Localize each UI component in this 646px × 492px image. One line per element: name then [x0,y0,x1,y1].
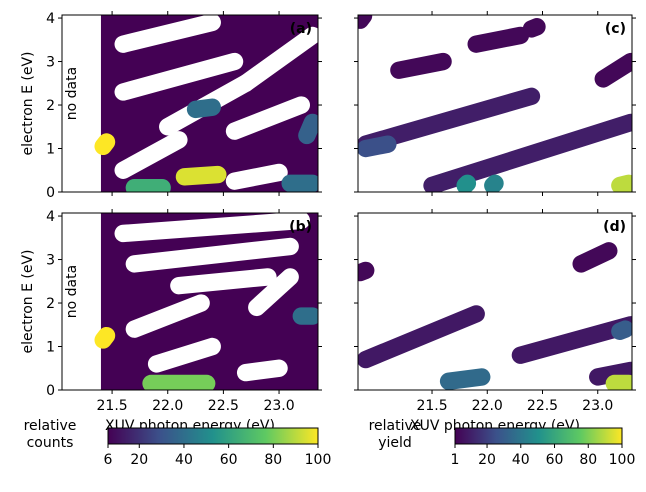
colorbar-tick-label: 40 [175,452,193,468]
colorbar-label: relative [24,418,77,434]
feature [94,133,116,156]
y-tick-label: 3 [46,253,55,269]
colorbar-tick-label: 20 [478,452,496,468]
feature [147,337,221,373]
feature [358,15,373,29]
panel-label: (d) [603,219,626,235]
axes-frame [357,212,633,391]
feature [114,131,188,179]
colorbar-label: relative [369,418,422,434]
feature [390,52,452,79]
colorbar-tick-label: 100 [305,452,332,468]
feature [114,15,221,53]
colorbar-tick-label: 80 [579,452,597,468]
y-tick-label: 4 [46,209,55,225]
y-tick-label: 4 [46,11,55,27]
feature [298,113,318,145]
x-tick-label: 22.5 [527,398,558,414]
x-tick-label: 23.0 [582,398,613,414]
colorbar-tick-label: 100 [609,452,636,468]
y-tick-label: 2 [46,296,55,312]
feature [94,326,116,349]
y-tick-label: 0 [46,383,55,399]
colorbar-tick-label: 60 [546,452,564,468]
colorbar-tick-label: 40 [512,452,530,468]
x-tick-label: 21.5 [416,398,447,414]
colorbar-label: counts [27,435,74,451]
panel-label: (b) [289,219,312,235]
y-tick-label: 0 [46,185,55,201]
feature [456,174,477,192]
feature [423,113,632,192]
colorbar [454,427,623,445]
y-tick-label: 2 [46,98,55,114]
feature [236,359,288,382]
y-tick-label: 1 [46,142,55,158]
feature [484,174,504,192]
feature [522,18,546,38]
heatmap [94,15,318,192]
x-tick-label: 22.5 [208,398,239,414]
feature [114,52,244,101]
feature [611,320,632,340]
annotation: no data [64,67,80,120]
feature [236,26,318,92]
x-tick-label: 22.0 [472,398,503,414]
feature [175,165,227,186]
x-tick-label: 22.0 [152,398,183,414]
feature [358,87,541,153]
feature [439,368,491,390]
feature [186,98,221,119]
x-tick-label: 21.5 [97,398,128,414]
axes-frame [357,14,633,193]
heatmap [358,242,632,390]
feature [248,268,299,317]
feature [125,237,299,273]
x-tick-label: 23.0 [263,398,294,414]
feature [125,294,210,338]
colorbar-label: yield [378,435,412,451]
colorbar-tick-label: 20 [130,452,148,468]
feature [589,361,632,386]
feature [114,213,311,243]
heatmap [94,213,318,390]
feature [572,242,618,273]
panel-label: (a) [290,21,312,37]
panel-label: (c) [605,21,626,37]
colorbar-tick-label: 1 [451,452,460,468]
annotation: no data [64,265,80,318]
axes-frame [61,14,319,193]
feature [225,96,311,140]
y-tick-label: 3 [46,55,55,71]
feature [358,135,397,158]
y-axis-label: electron E (eV) [20,51,36,155]
feature [611,174,632,192]
y-axis-label: electron E (eV) [20,249,36,353]
colorbar-tick-label: 60 [220,452,238,468]
heatmap [358,15,632,192]
colorbar-tick-label: 80 [264,452,282,468]
colorbar [107,427,319,445]
axes-frame [61,212,319,391]
colorbar-tick-label: 6 [104,452,113,468]
feature [594,52,632,88]
feature [225,163,288,190]
feature [358,305,485,369]
feature [467,26,530,53]
feature [358,261,375,282]
feature [170,268,277,295]
y-tick-label: 1 [46,340,55,356]
